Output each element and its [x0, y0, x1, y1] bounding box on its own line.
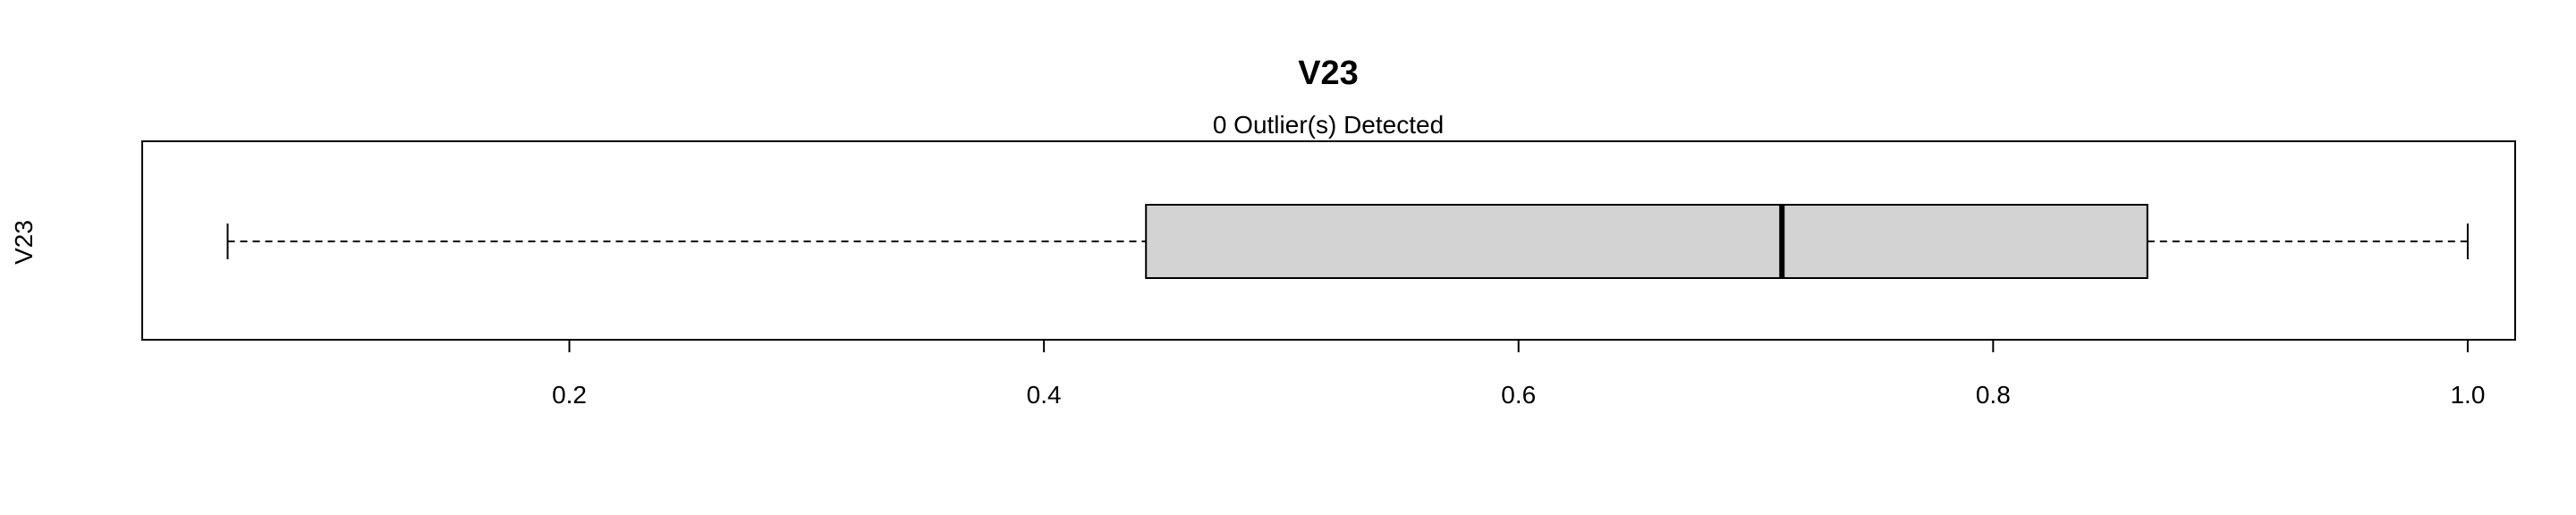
chart-title: V23 — [1298, 55, 1359, 92]
x-tick-label: 1.0 — [2450, 381, 2485, 409]
chart-subtitle: 0 Outlier(s) Detected — [1213, 111, 1444, 139]
x-tick-label: 0.4 — [1027, 381, 1062, 409]
x-tick-label: 0.6 — [1501, 381, 1536, 409]
boxes-layer — [226, 204, 2469, 279]
y-axis-label: V23 — [10, 220, 38, 265]
x-tick-label: 0.2 — [552, 381, 587, 409]
iqr-box — [1145, 204, 2148, 279]
x-axis: 0.2 0.4 0.6 0.8 1.0 — [552, 340, 2485, 409]
plot-frame — [141, 140, 2516, 341]
x-tick-label: 0.8 — [1976, 381, 2011, 409]
